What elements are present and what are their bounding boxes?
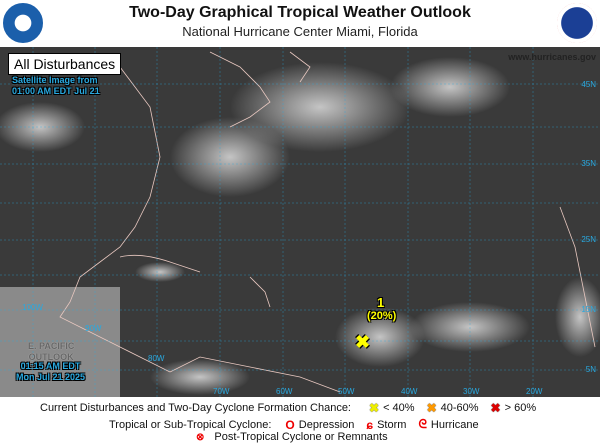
- time-line-2: Mon Jul 21 2025: [16, 372, 86, 382]
- epac-line-2: OUTLOOK: [28, 352, 74, 362]
- disturbance-x-icon[interactable]: ✖: [355, 332, 371, 352]
- post-tropical-icon: ⊗: [196, 431, 205, 443]
- lon-label: 90W: [85, 324, 102, 333]
- lon-label: 40W: [401, 387, 418, 396]
- page-title: Two-Day Graphical Tropical Weather Outlo…: [129, 4, 471, 21]
- legend: Current Disturbances and Two-Day Cyclone…: [0, 397, 600, 443]
- disturbance-chance[interactable]: (20%): [367, 310, 397, 322]
- page-subtitle: National Hurricane Center Miami, Florida: [182, 24, 418, 39]
- satellite-line-2: 01:00 AM EDT Jul 21: [12, 86, 100, 96]
- nws-logo: [557, 3, 597, 43]
- satellite-map[interactable]: All Disturbances Satellite Image from 01…: [0, 47, 600, 397]
- legend-medium: 40-60%: [440, 402, 479, 414]
- header: Two-Day Graphical Tropical Weather Outlo…: [0, 0, 600, 47]
- noaa-logo: [3, 3, 43, 43]
- disturbance-number[interactable]: 1: [377, 295, 385, 310]
- high-chance-x-icon: ✖: [490, 401, 501, 415]
- legend-high: > 60%: [504, 402, 537, 414]
- legend-hurricane: Hurricane: [430, 418, 479, 431]
- clouds: [0, 57, 600, 395]
- lat-label: 25N: [581, 235, 596, 244]
- time-line-1: 01:15 AM EDT: [20, 361, 81, 371]
- lon-label: 100W: [22, 303, 43, 312]
- lat-label: 15N: [581, 305, 596, 314]
- legend-depression: Depression: [298, 418, 355, 431]
- legend-disturbance-label: Current Disturbances and Two-Day Cyclone…: [40, 402, 351, 414]
- panel-label: All Disturbances: [8, 53, 122, 75]
- medium-chance-x-icon: ✖: [426, 401, 437, 415]
- legend-low: < 40%: [383, 402, 415, 414]
- lon-label: 80W: [148, 354, 165, 363]
- lat-label: 5N: [585, 365, 596, 374]
- satellite-time: Satellite Image from 01:00 AM EDT Jul 21: [12, 75, 100, 97]
- legend-storm: Storm: [377, 418, 407, 431]
- coastlines: [59, 51, 596, 393]
- low-chance-x-icon: ✖: [369, 401, 380, 415]
- hurricane-icon: ᘓ: [418, 417, 427, 431]
- lon-label: 70W: [213, 387, 230, 396]
- epac-region: [0, 287, 120, 397]
- lon-label: 30W: [463, 387, 480, 396]
- issue-time: 01:15 AM EDT Mon Jul 21 2025: [16, 361, 85, 383]
- lon-label: 60W: [276, 387, 293, 396]
- lat-label: 45N: [581, 80, 596, 89]
- storm-icon: ɕ: [366, 417, 374, 432]
- lon-label: 20W: [526, 387, 543, 396]
- lat-lon-grid: [0, 47, 600, 397]
- epac-line-1: E. PACIFIC: [28, 341, 75, 351]
- website-label: www.hurricanes.gov: [508, 52, 596, 62]
- epac-outlook-link[interactable]: E. PACIFIC OUTLOOK: [28, 341, 74, 363]
- depression-icon: O: [285, 417, 295, 432]
- legend-cyclone-label: Tropical or Sub-Tropical Cyclone:: [109, 418, 272, 431]
- satellite-line-1: Satellite Image from: [12, 75, 98, 85]
- map-graphics: [0, 47, 600, 397]
- lat-label: 35N: [581, 159, 596, 168]
- legend-post-tropical: Post-Tropical Cyclone or Remnants: [214, 431, 388, 443]
- lon-label: 50W: [338, 387, 355, 396]
